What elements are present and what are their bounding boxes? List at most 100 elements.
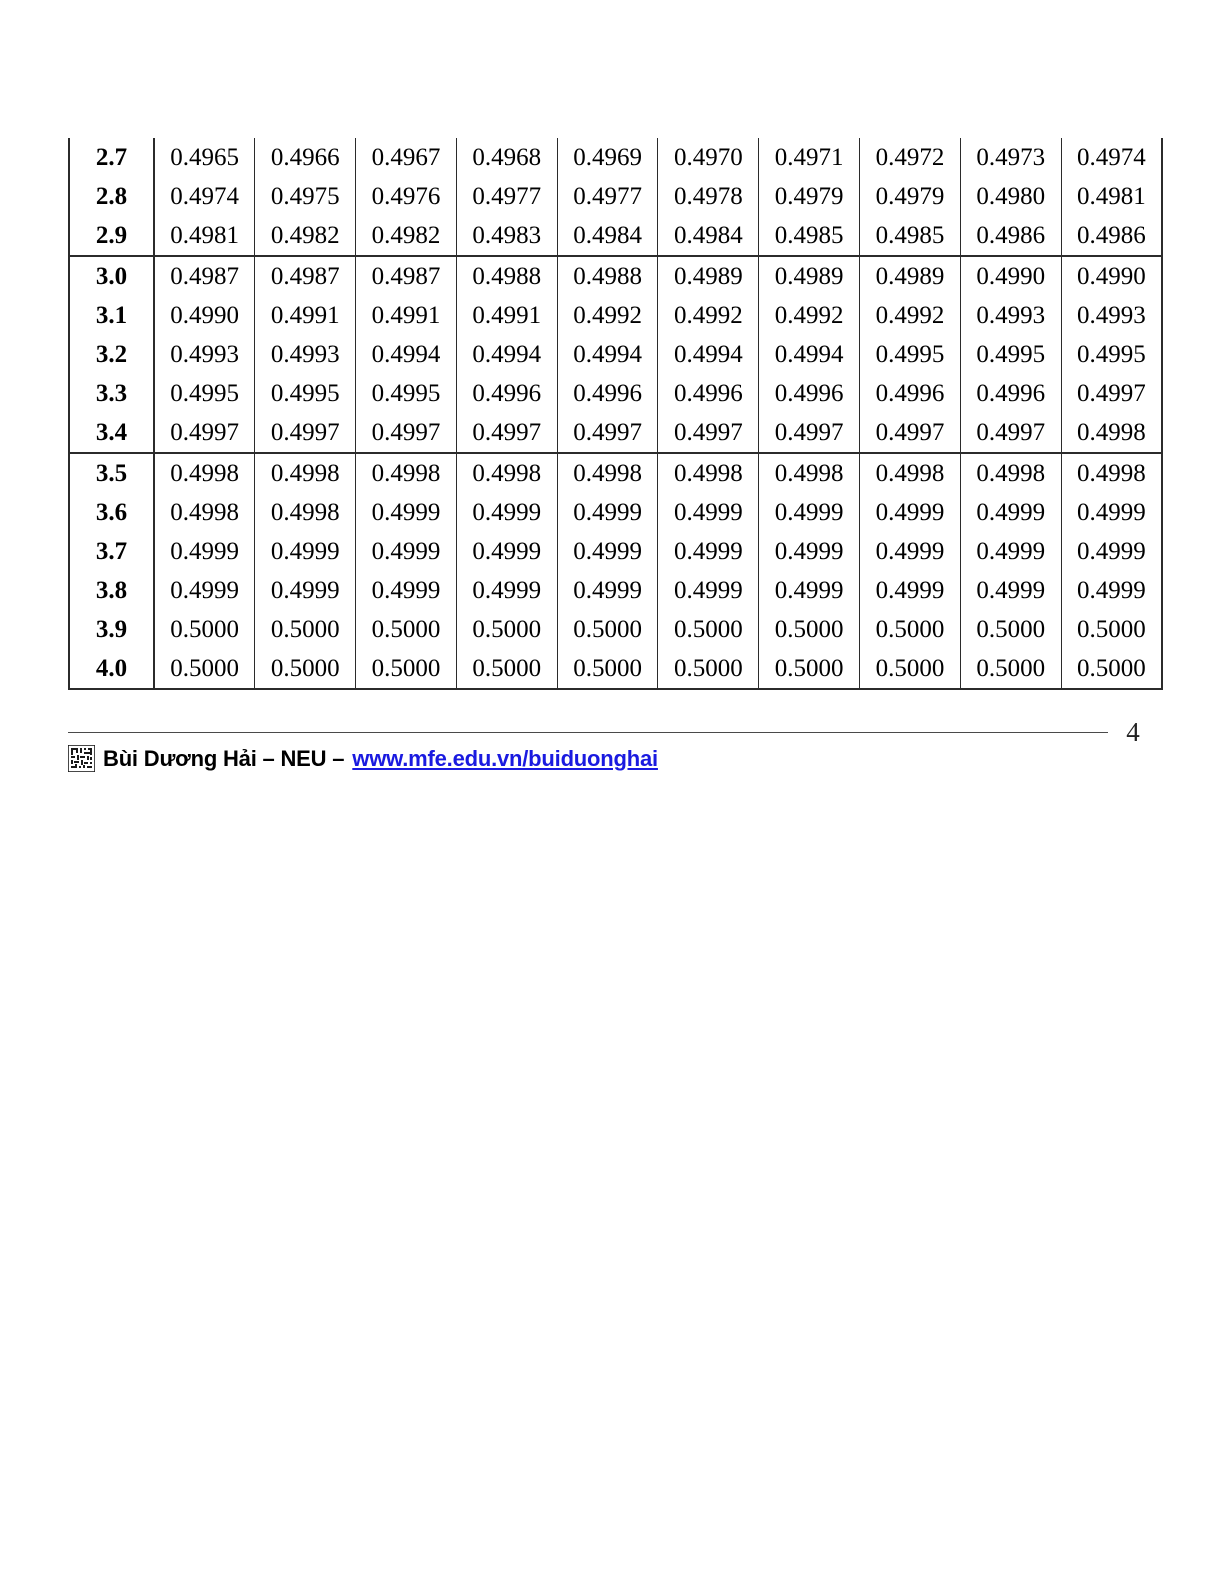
probability-cell: 0.4999 <box>959 493 1062 532</box>
probability-cell: 0.5000 <box>254 610 357 649</box>
probability-cell: 0.4967 <box>355 138 457 177</box>
probability-cell: 0.5000 <box>1060 610 1163 649</box>
z-value-cell: 2.7 <box>68 138 155 177</box>
probability-cell: 0.4995 <box>859 335 961 374</box>
probability-cell: 0.4996 <box>959 374 1062 413</box>
z-value-cell: 3.8 <box>68 571 155 610</box>
table-row: 4.0 0.5000 0.5000 0.5000 0.5000 0.5000 0.5000 0… <box>68 649 1163 690</box>
probability-cell: 0.4999 <box>758 571 861 610</box>
probability-cell: 0.4976 <box>355 177 457 216</box>
probability-cell: 0.5000 <box>355 610 457 649</box>
probability-cell: 0.4993 <box>959 296 1062 335</box>
probability-cell: 0.4999 <box>355 532 457 571</box>
z-value-cell: 2.8 <box>68 177 155 216</box>
probability-cell: 0.4993 <box>1060 296 1163 335</box>
probability-cell: 0.4984 <box>556 216 659 257</box>
probability-cell: 0.4999 <box>1060 532 1163 571</box>
probability-cell: 0.4994 <box>758 335 861 374</box>
probability-cell: 0.4982 <box>355 216 457 257</box>
probability-cell: 0.4986 <box>1060 216 1163 257</box>
probability-cell: 0.4996 <box>859 374 961 413</box>
probability-cell: 0.4977 <box>455 177 558 216</box>
probability-cell: 0.5000 <box>254 649 357 690</box>
probability-cell: 0.4992 <box>657 296 760 335</box>
probability-cell: 0.4999 <box>1060 571 1163 610</box>
probability-cell: 0.4996 <box>455 374 558 413</box>
table-row: 3.7 0.4999 0.4999 0.4999 0.4999 0.4999 0.4999 0… <box>68 532 1163 571</box>
z-value-cell: 3.5 <box>68 453 155 493</box>
probability-cell: 0.4995 <box>254 374 357 413</box>
probability-cell: 0.4994 <box>556 335 659 374</box>
table-row: 2.8 0.4974 0.4975 0.4976 0.4977 0.4977 0.4978 0… <box>68 177 1163 216</box>
probability-cell: 0.4977 <box>556 177 659 216</box>
z-value-cell: 4.0 <box>68 649 155 690</box>
probability-cell: 0.4998 <box>1060 453 1163 493</box>
probability-cell: 0.4991 <box>455 296 558 335</box>
probability-cell: 0.4993 <box>254 335 357 374</box>
probability-cell: 0.4999 <box>254 571 357 610</box>
probability-cell: 0.4992 <box>556 296 659 335</box>
probability-cell: 0.4973 <box>959 138 1062 177</box>
table-row: 3.8 0.4999 0.4999 0.4999 0.4999 0.4999 0.4999 0… <box>68 571 1163 610</box>
z-value-cell: 3.2 <box>68 335 155 374</box>
probability-cell: 0.4998 <box>959 453 1062 493</box>
probability-cell: 0.4999 <box>657 571 760 610</box>
probability-cell: 0.4978 <box>657 177 760 216</box>
probability-cell: 0.4999 <box>355 571 457 610</box>
probability-cell: 0.4975 <box>254 177 357 216</box>
probability-cell: 0.4985 <box>758 216 861 257</box>
probability-cell: 0.4998 <box>455 453 558 493</box>
probability-cell: 0.4999 <box>153 571 256 610</box>
table-row: 3.1 0.4990 0.4991 0.4991 0.4991 0.4992 0.4992 0… <box>68 296 1163 335</box>
probability-cell: 0.4998 <box>355 453 457 493</box>
probability-cell: 0.4988 <box>455 256 558 296</box>
z-distribution-table: 2.7 0.4965 0.4966 0.4967 0.4968 0.4969 0.4970 0… <box>68 138 1163 690</box>
probability-cell: 0.5000 <box>959 610 1062 649</box>
probability-cell: 0.4999 <box>859 493 961 532</box>
probability-cell: 0.4999 <box>1060 493 1163 532</box>
probability-cell: 0.4997 <box>455 413 558 454</box>
footer-credit-line: Bùi Dương Hải – NEU – www.mfe.edu.vn/bui… <box>68 745 658 772</box>
probability-cell: 0.4990 <box>1060 256 1163 296</box>
probability-cell: 0.5000 <box>153 649 256 690</box>
probability-cell: 0.4993 <box>153 335 256 374</box>
page-number: 4 <box>1126 717 1140 747</box>
probability-cell: 0.4998 <box>254 493 357 532</box>
probability-cell: 0.4997 <box>959 413 1062 454</box>
probability-cell: 0.4972 <box>859 138 961 177</box>
probability-cell: 0.4971 <box>758 138 861 177</box>
footer-author-text: Bùi Dương Hải – NEU – <box>103 745 345 771</box>
probability-cell: 0.4997 <box>153 413 256 454</box>
probability-cell: 0.5000 <box>758 649 861 690</box>
probability-cell: 0.4999 <box>153 532 256 571</box>
probability-cell: 0.4997 <box>758 413 861 454</box>
probability-cell: 0.4995 <box>153 374 256 413</box>
probability-cell: 0.5000 <box>657 610 760 649</box>
probability-cell: 0.4999 <box>657 493 760 532</box>
probability-cell: 0.4997 <box>355 413 457 454</box>
probability-cell: 0.4979 <box>859 177 961 216</box>
probability-cell: 0.4979 <box>758 177 861 216</box>
probability-cell: 0.4998 <box>556 453 659 493</box>
z-value-cell: 3.0 <box>68 256 155 296</box>
page-footer: 4 <box>68 712 1163 782</box>
table-row: 3.6 0.4998 0.4998 0.4999 0.4999 0.4999 0.4999 0… <box>68 493 1163 532</box>
probability-cell: 0.4984 <box>657 216 760 257</box>
probability-cell: 0.5000 <box>455 610 558 649</box>
probability-cell: 0.4997 <box>556 413 659 454</box>
z-value-cell: 3.7 <box>68 532 155 571</box>
probability-cell: 0.4968 <box>455 138 558 177</box>
probability-cell: 0.5000 <box>153 610 256 649</box>
probability-cell: 0.4970 <box>657 138 760 177</box>
table-row: 3.2 0.4993 0.4993 0.4994 0.4994 0.4994 0.4994 0… <box>68 335 1163 374</box>
z-value-cell: 3.4 <box>68 413 155 454</box>
probability-cell: 0.5000 <box>859 610 961 649</box>
footer-website-link[interactable]: www.mfe.edu.vn/buiduonghai <box>352 745 658 771</box>
z-value-cell: 3.6 <box>68 493 155 532</box>
probability-cell: 0.4998 <box>758 453 861 493</box>
probability-cell: 0.4990 <box>153 296 256 335</box>
probability-cell: 0.4998 <box>657 453 760 493</box>
probability-cell: 0.4999 <box>556 493 659 532</box>
probability-cell: 0.4997 <box>1060 374 1163 413</box>
